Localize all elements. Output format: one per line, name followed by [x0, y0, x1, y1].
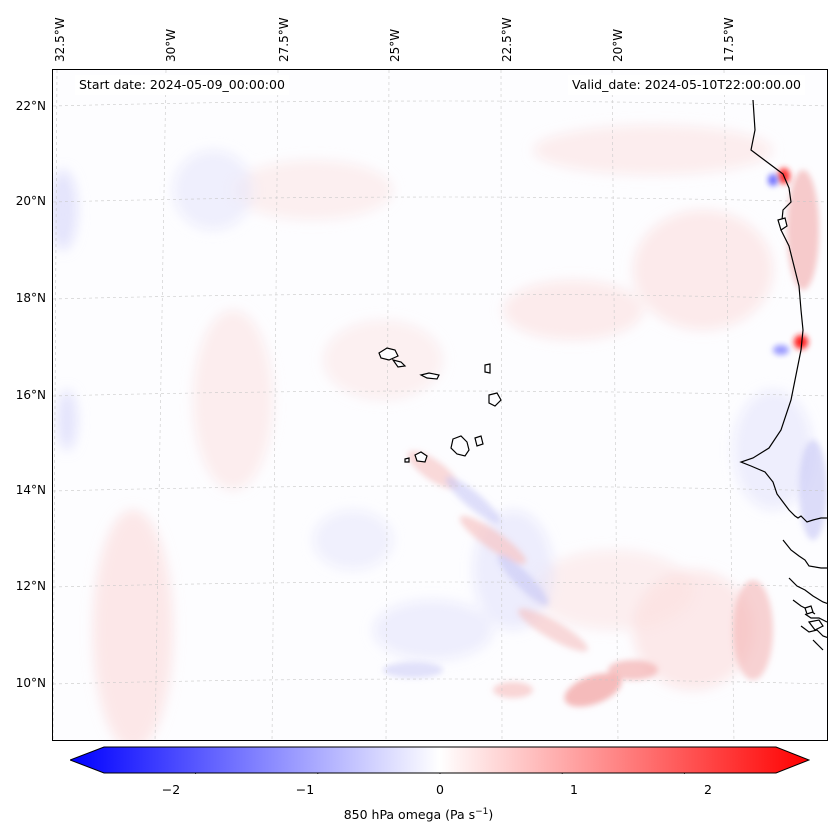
- map-panel[interactable]: Start date: 2024-05-09_00:00:00 Valid_da…: [52, 69, 828, 741]
- island-fogo: [414, 451, 428, 463]
- colorbar-label-end: ): [488, 807, 494, 823]
- lat-label: 10°N: [15, 676, 46, 690]
- lat-label: 14°N: [15, 483, 46, 497]
- lon-label: 22.5°W: [500, 17, 514, 62]
- lon-label: 17.5°W: [722, 17, 736, 62]
- lat-label: 18°N: [15, 291, 46, 305]
- colorbar-shape: [68, 746, 811, 774]
- colorbar-tick: 0: [436, 782, 444, 797]
- lon-label: 30°W: [164, 28, 178, 62]
- coastal-island: [807, 619, 824, 631]
- omega-field-map: [53, 70, 827, 740]
- colorbar-label: 850 hPa omega (Pa s−1): [0, 807, 837, 822]
- island-santiago: [450, 435, 470, 457]
- colorbar-tick: −2: [161, 782, 181, 797]
- graticule: [53, 70, 827, 740]
- island-boa-vista: [488, 392, 502, 407]
- colorbar-gradient: [68, 746, 811, 777]
- lon-label: 25°W: [388, 28, 402, 62]
- colorbar-label-text: 850 hPa omega (Pa s: [343, 807, 476, 823]
- omega-field-streaks: [383, 170, 827, 707]
- colorbar: [68, 746, 811, 777]
- island-brava: [404, 457, 410, 463]
- island-sao-vicente: [391, 359, 407, 368]
- lat-label: 20°N: [15, 194, 46, 208]
- valid-date-label: Valid_date: 2024-05-10T22:00:00.00: [567, 75, 805, 95]
- lon-label: 20°W: [611, 28, 625, 62]
- lat-label: 22°N: [15, 99, 46, 113]
- omega-field-strong: [768, 168, 808, 355]
- start-date-label: Start date: 2024-05-09_00:00:00: [75, 75, 289, 95]
- island-sal: [484, 363, 491, 374]
- island-maio: [474, 435, 484, 447]
- colorbar-tick: 1: [570, 782, 578, 797]
- island-santo-antao: [378, 347, 399, 361]
- omega-field-broad: [53, 125, 813, 740]
- lon-label: 27.5°W: [277, 17, 291, 62]
- coastal-island: [804, 605, 814, 615]
- colorbar-tick: −1: [295, 782, 315, 797]
- colorbar-label-sup: −1: [475, 807, 489, 817]
- lon-label: 32.5°W: [53, 17, 67, 62]
- lat-label: 12°N: [15, 579, 46, 593]
- lat-label: 16°N: [15, 388, 46, 402]
- coastal-island: [777, 217, 788, 231]
- island-sao-nicolau: [419, 372, 440, 380]
- colorbar-tick: 2: [704, 782, 712, 797]
- cape-verde-islands: [378, 217, 824, 631]
